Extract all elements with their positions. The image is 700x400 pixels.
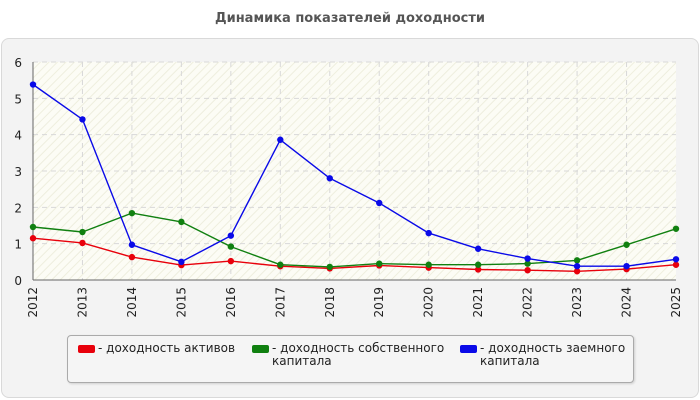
data-point: [574, 257, 580, 263]
x-tick-label: 2021: [471, 287, 485, 318]
legend: - доходность активов - доходность собств…: [67, 335, 634, 383]
data-point: [376, 260, 382, 266]
data-point: [129, 210, 135, 216]
data-point: [524, 267, 530, 273]
data-point: [79, 116, 85, 122]
x-tick-label: 2023: [570, 287, 584, 318]
data-point: [178, 219, 184, 225]
data-point: [228, 243, 234, 249]
legend-item-debt: - доходность заемного капитала: [460, 342, 625, 368]
plot-area-hatch: [33, 62, 676, 280]
data-point: [524, 255, 530, 261]
data-point: [30, 224, 36, 230]
legend-label-equity: - доходность собственного капитала: [272, 342, 444, 368]
data-point: [623, 263, 629, 269]
legend-swatch-equity: [252, 345, 269, 353]
data-point: [673, 226, 679, 232]
data-point: [79, 229, 85, 235]
x-tick-label: 2019: [372, 287, 386, 318]
x-tick-label: 2024: [620, 287, 634, 318]
legend-swatch-assets: [78, 345, 95, 353]
x-tick-label: 2020: [422, 287, 436, 318]
x-tick-label: 2025: [669, 287, 683, 318]
data-point: [228, 232, 234, 238]
legend-swatch-debt: [460, 345, 477, 353]
y-tick-label: 5: [14, 92, 22, 106]
data-point: [178, 259, 184, 265]
legend-label-assets: - доходность активов: [98, 342, 235, 355]
data-point: [277, 137, 283, 143]
data-point: [228, 258, 234, 264]
y-tick-label: 4: [14, 129, 22, 143]
data-point: [30, 235, 36, 241]
legend-label-debt: - доходность заемного капитала: [480, 342, 625, 368]
x-tick-label: 2014: [125, 287, 139, 318]
data-point: [425, 230, 431, 236]
y-tick-label: 3: [14, 165, 22, 179]
x-tick-label: 2015: [174, 287, 188, 318]
x-tick-label: 2022: [521, 287, 535, 318]
legend-item-assets: - доходность активов: [78, 342, 235, 355]
data-point: [673, 256, 679, 262]
data-point: [327, 264, 333, 270]
x-tick-label: 2012: [26, 287, 40, 318]
data-point: [475, 246, 481, 252]
data-point: [376, 200, 382, 206]
y-tick-label: 2: [14, 201, 22, 215]
x-tick-label: 2018: [323, 287, 337, 318]
data-point: [129, 242, 135, 248]
x-tick-label: 2016: [224, 287, 238, 318]
x-tick-label: 2013: [75, 287, 89, 318]
data-point: [425, 262, 431, 268]
y-tick-label: 0: [14, 274, 22, 288]
data-point: [475, 262, 481, 268]
data-point: [574, 263, 580, 269]
data-point: [30, 81, 36, 87]
data-point: [623, 242, 629, 248]
x-tick-label: 2017: [273, 287, 287, 318]
y-tick-label: 1: [14, 238, 22, 252]
data-point: [277, 262, 283, 268]
y-tick-label: 6: [14, 56, 22, 70]
data-point: [327, 175, 333, 181]
data-point: [79, 240, 85, 246]
data-point: [673, 262, 679, 268]
legend-item-equity: - доходность собственного капитала: [252, 342, 444, 368]
data-point: [129, 254, 135, 260]
